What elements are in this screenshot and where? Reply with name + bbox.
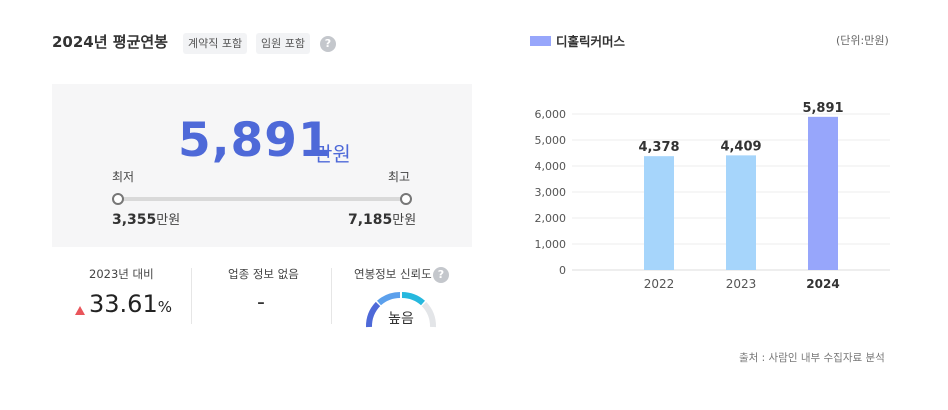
- gauge-segment: [377, 292, 401, 306]
- source-note: 출처 : 사람인 내부 수집자료 분석: [739, 352, 885, 364]
- salary-card: [52, 84, 472, 247]
- min-label: 최저: [112, 170, 135, 184]
- y-tick-label: 5,000: [535, 134, 567, 147]
- gauge-segment: [421, 301, 436, 328]
- help-icon[interactable]: ?: [320, 36, 336, 52]
- bar-value-label: 4,378: [638, 140, 679, 155]
- gauge-segment: [366, 301, 381, 328]
- up-arrow-icon: [75, 306, 85, 315]
- bar: [644, 156, 674, 270]
- y-tick-label: 0: [559, 264, 566, 277]
- salary-bar-chart: 0 1,000 2,000 3,000 4,000 5,000 6,000 4,378 2022…: [535, 101, 890, 291]
- salary-range-bar: [118, 197, 406, 201]
- average-salary-value: 5,891: [178, 113, 332, 168]
- reliability-label: 연봉정보 신뢰도: [354, 267, 432, 281]
- divider: [191, 268, 192, 324]
- tag-executive: 임원 포함: [256, 33, 310, 54]
- y-tick-label: 2,000: [535, 212, 567, 225]
- industry-value: -: [257, 290, 265, 315]
- reliability-gauge: 높음: [366, 292, 436, 328]
- y-tick-label: 3,000: [535, 186, 567, 199]
- growth-rate: 33.61%: [89, 290, 172, 318]
- y-tick-label: 6,000: [535, 108, 567, 121]
- max-salary: 7,185만원: [348, 209, 416, 228]
- y-tick-label: 1,000: [535, 238, 567, 251]
- min-knob: [112, 193, 124, 205]
- x-tick-label: 2024: [806, 277, 839, 291]
- max-salary-unit: 만원: [392, 213, 417, 228]
- help-icon[interactable]: ?: [433, 267, 449, 283]
- bar: [726, 155, 756, 270]
- min-salary-value: 3,355: [112, 212, 157, 228]
- x-tick-label: 2022: [644, 277, 675, 291]
- min-salary-unit: 만원: [156, 213, 181, 228]
- x-tick-label: 2023: [726, 277, 757, 291]
- bar-value-label: 5,891: [802, 101, 843, 116]
- legend-label: 디홀릭커머스: [556, 34, 626, 49]
- growth-unit: %: [157, 298, 172, 316]
- growth-value: 33.61: [89, 290, 158, 318]
- tag-contract: 계약직 포함: [183, 33, 248, 54]
- reliability-value: 높음: [388, 311, 414, 327]
- y-tick-label: 4,000: [535, 160, 567, 173]
- unit-note: (단위:만원): [836, 34, 889, 47]
- average-salary-unit: 만원: [314, 142, 351, 166]
- gauge-segment: [401, 292, 425, 306]
- max-knob: [400, 193, 412, 205]
- bar-value-label: 4,409: [720, 139, 761, 154]
- legend-swatch: [530, 36, 551, 46]
- growth-label: 2023년 대비: [89, 267, 154, 281]
- divider: [331, 268, 332, 324]
- industry-label: 업종 정보 없음: [228, 267, 299, 281]
- page-title: 2024년 평균연봉: [52, 33, 168, 51]
- max-label: 최고: [388, 170, 411, 184]
- bar: [808, 116, 838, 270]
- max-salary-value: 7,185: [348, 212, 393, 228]
- min-salary: 3,355만원: [112, 209, 180, 228]
